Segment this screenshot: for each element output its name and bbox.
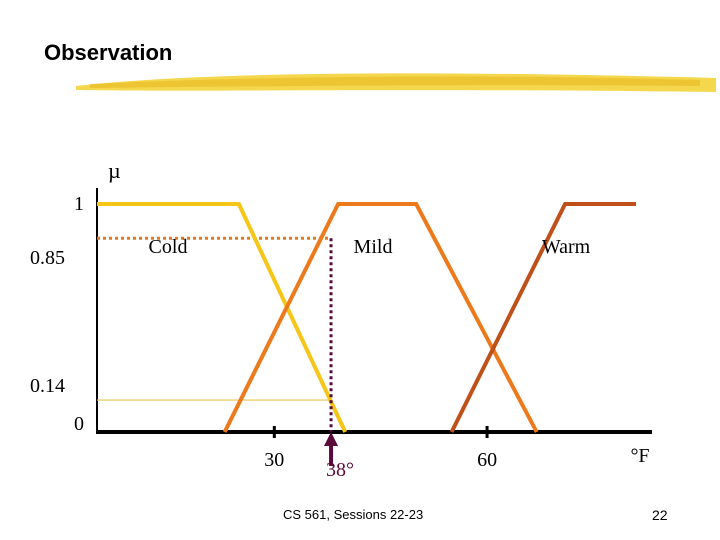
slide-title: Observation xyxy=(44,40,173,65)
series-line-warm xyxy=(449,202,636,433)
page-number: 22 xyxy=(652,507,668,523)
title-underline xyxy=(76,73,716,92)
y-tick-label-1: 1 xyxy=(74,193,84,215)
y-axis-label: µ xyxy=(108,158,121,183)
series-line-mild xyxy=(222,202,539,433)
observation-arrow-head xyxy=(324,432,339,446)
series-label-cold: Cold xyxy=(149,236,188,258)
membership-label-cold: 0.14 xyxy=(30,375,65,397)
series-line-cold xyxy=(97,202,348,433)
x-tick-label-60: 60 xyxy=(477,449,497,471)
x-axis-label: °F xyxy=(630,445,649,467)
y-tick-label-0: 0 xyxy=(74,413,84,435)
membership-label-mild: 0.85 xyxy=(30,247,65,269)
footer-text: CS 561, Sessions 22-23 xyxy=(283,507,424,522)
series-label-warm: Warm xyxy=(542,236,591,258)
observation-label: 38° xyxy=(326,459,354,481)
series-label-mild: Mild xyxy=(354,236,393,258)
x-tick-label-30: 30 xyxy=(264,449,284,471)
